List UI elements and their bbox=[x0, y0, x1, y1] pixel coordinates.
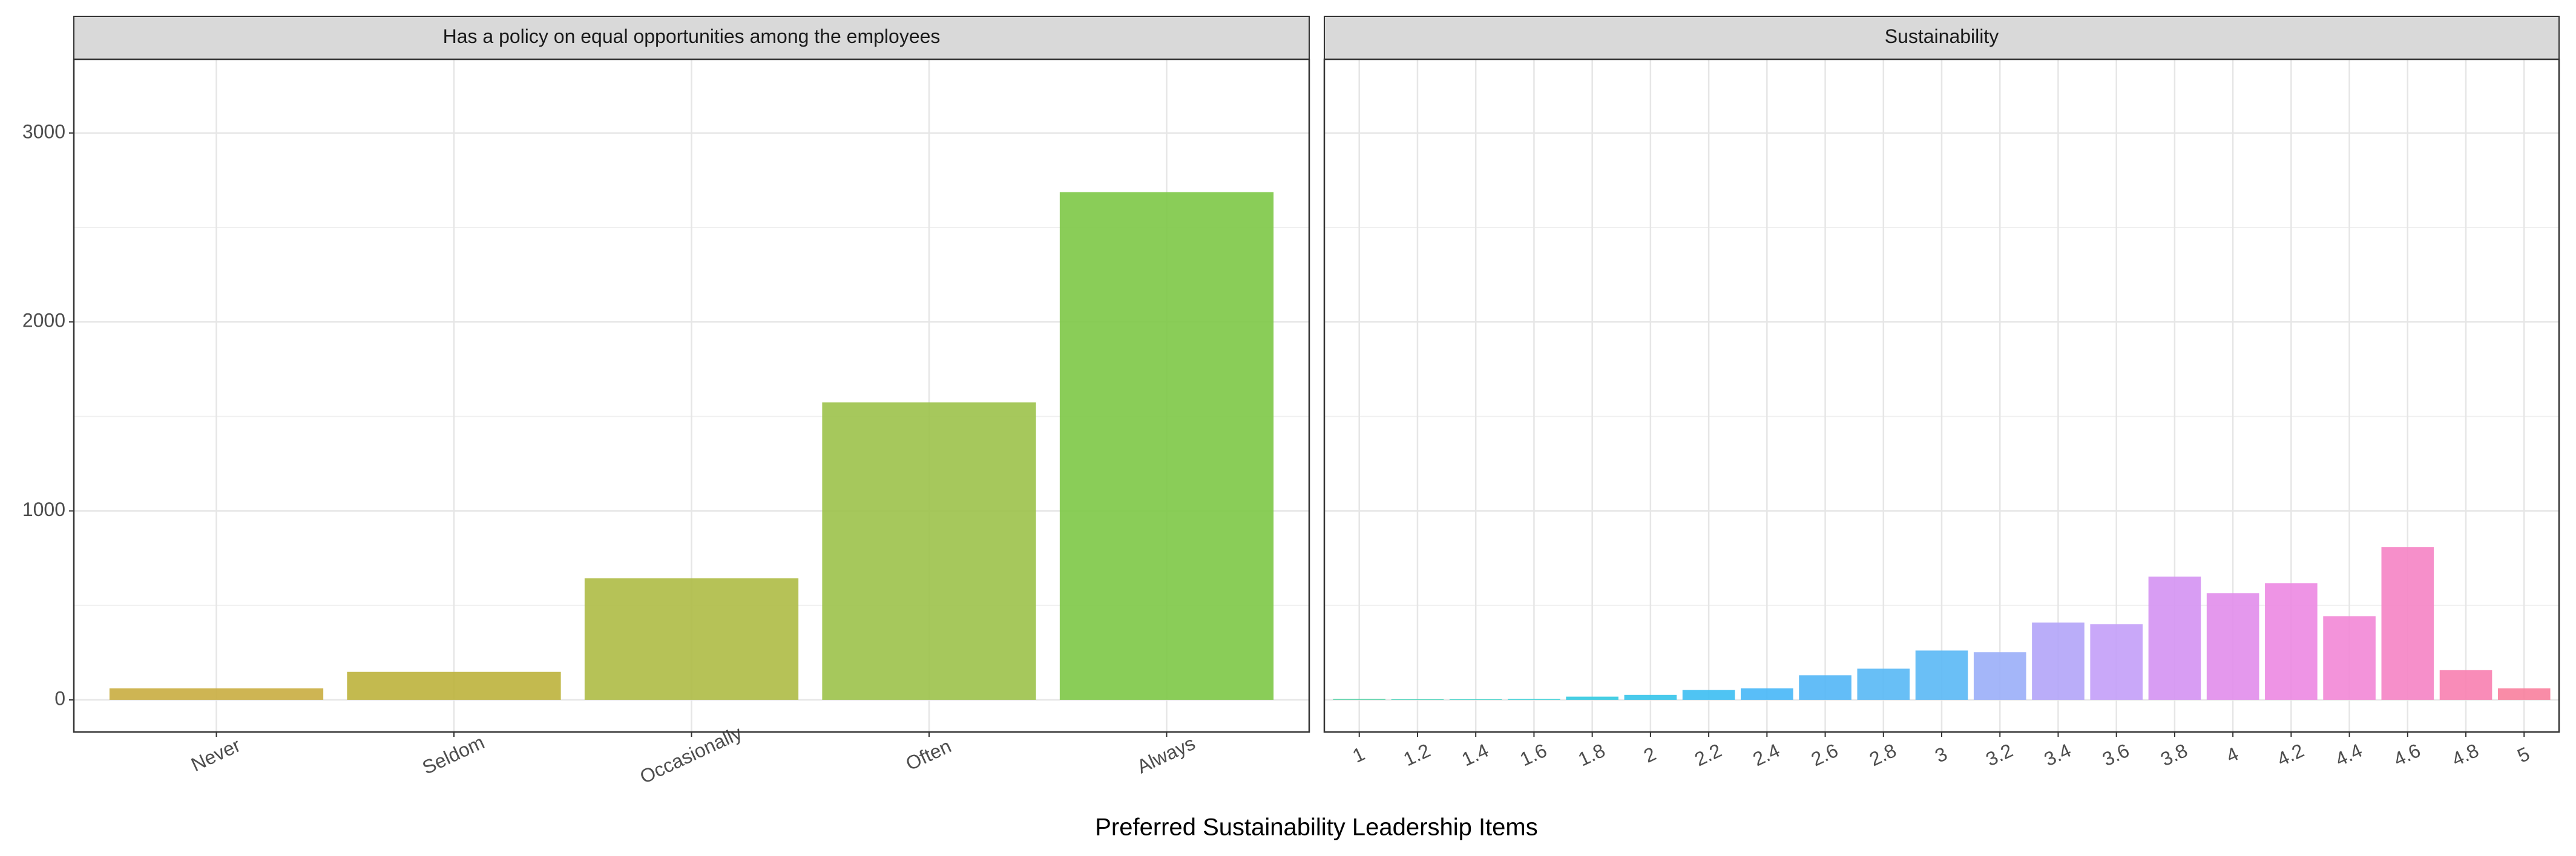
bar bbox=[1391, 699, 1444, 700]
x-tick-label: Often bbox=[902, 735, 954, 775]
bar bbox=[1449, 699, 1502, 700]
bar bbox=[2497, 688, 2551, 700]
bar bbox=[2032, 622, 2085, 700]
bar bbox=[2148, 577, 2201, 700]
x-tick-label: 3.4 bbox=[2041, 739, 2075, 770]
bar bbox=[822, 402, 1036, 700]
x-tick-label: 1.6 bbox=[1517, 739, 1551, 770]
bar bbox=[109, 688, 324, 700]
x-tick-label: 3 bbox=[1931, 743, 1950, 767]
y-tick-label: 2000 bbox=[22, 310, 65, 332]
x-tick-label: 2.2 bbox=[1691, 739, 1725, 770]
bar bbox=[2090, 624, 2143, 700]
bar bbox=[2265, 583, 2318, 700]
bar bbox=[2381, 547, 2434, 700]
x-tick-label: Seldom bbox=[419, 731, 488, 778]
x-tick-label: 4.6 bbox=[2390, 739, 2424, 770]
y-tick-label: 0 bbox=[54, 687, 65, 709]
x-tick-label: 2.8 bbox=[1866, 739, 1900, 770]
y-tick-label: 3000 bbox=[22, 120, 65, 142]
strip-background bbox=[73, 16, 1310, 60]
x-tick-label: 1 bbox=[1349, 743, 1368, 767]
x-tick-label: Always bbox=[1134, 732, 1198, 777]
x-tick-label: 4 bbox=[2223, 743, 2241, 767]
bar bbox=[1682, 690, 1735, 700]
x-tick-label: 2.4 bbox=[1749, 739, 1783, 770]
x-tick-label: 1.2 bbox=[1400, 739, 1434, 770]
panel-border bbox=[73, 58, 1310, 733]
x-tick-label: 2.6 bbox=[1808, 739, 1842, 770]
bar bbox=[1799, 675, 1852, 700]
bar bbox=[1566, 696, 1618, 700]
bar bbox=[1333, 699, 1386, 700]
strip-title: Has a policy on equal opportunities amon… bbox=[443, 25, 941, 47]
x-tick-label: 1.8 bbox=[1575, 739, 1609, 770]
bar bbox=[347, 671, 561, 700]
x-tick-label: 1.4 bbox=[1458, 739, 1492, 770]
x-tick-label: 3.2 bbox=[1982, 739, 2016, 770]
bar bbox=[1508, 699, 1560, 700]
x-tick-label: 4.2 bbox=[2274, 739, 2308, 770]
bar bbox=[1915, 650, 1968, 700]
strip-title: Sustainability bbox=[1885, 25, 1999, 47]
bar bbox=[2323, 616, 2376, 700]
bar bbox=[2206, 593, 2259, 700]
strip-background bbox=[1324, 16, 2560, 60]
panel-border bbox=[1323, 58, 2560, 733]
y-tick-label: 1000 bbox=[22, 498, 65, 520]
x-tick-label: 4.4 bbox=[2332, 739, 2366, 770]
bar bbox=[584, 578, 799, 700]
x-tick-label: 2 bbox=[1640, 743, 1659, 767]
x-axis-title: Preferred Sustainability Leadership Item… bbox=[1095, 814, 1537, 841]
x-tick-label: 4.8 bbox=[2448, 739, 2482, 770]
x-tick-label: Never bbox=[188, 734, 244, 776]
bar bbox=[1973, 652, 2026, 700]
bar bbox=[1624, 694, 1677, 700]
x-tick-label: 5 bbox=[2514, 743, 2533, 767]
x-tick-label: 3.6 bbox=[2099, 739, 2133, 770]
x-tick-label: 3.8 bbox=[2157, 739, 2191, 770]
bar bbox=[2439, 670, 2492, 700]
bar bbox=[1741, 688, 1793, 700]
bar bbox=[1857, 668, 1910, 700]
bar bbox=[1059, 192, 1274, 700]
